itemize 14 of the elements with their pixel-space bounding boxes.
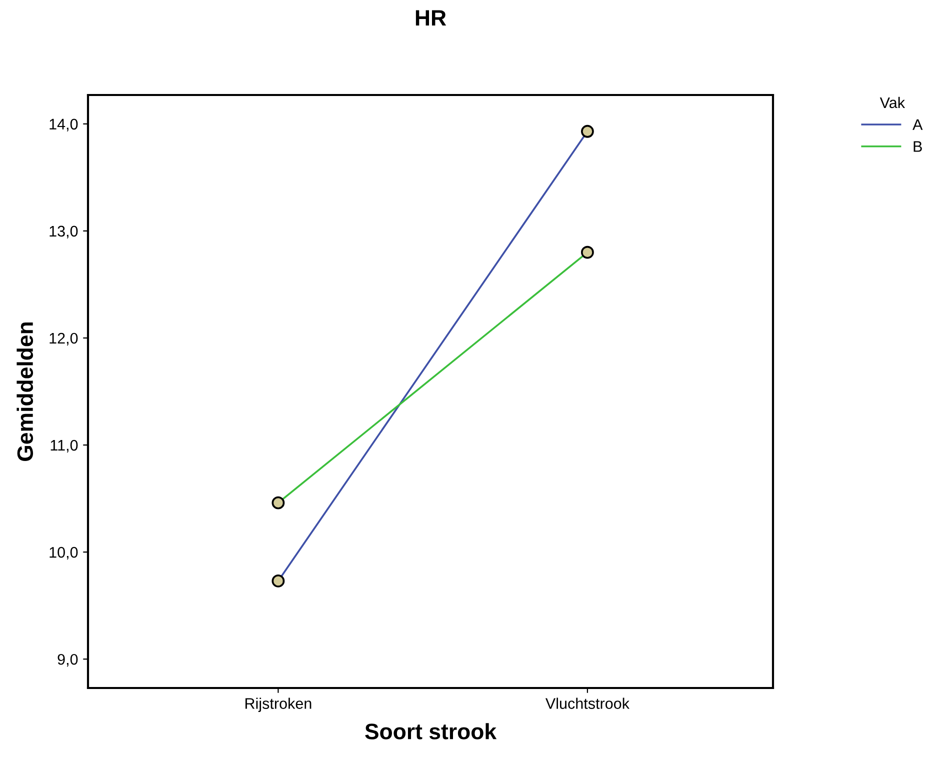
x-axis-title: Soort strook [365, 723, 497, 740]
y-tick-label: 10,0 [50, 546, 78, 560]
legend-label: B [914, 141, 922, 152]
y-tick-label: 11,0 [50, 440, 78, 453]
y-tick-label: 9,0 [58, 654, 78, 667]
chart-title: HR [416, 10, 446, 26]
x-tick-label: Rijstroken [245, 698, 312, 712]
legend-label: A [912, 119, 923, 130]
y-tick-label: 13,0 [50, 226, 78, 238]
y-tick-label: 14,0 [50, 118, 78, 132]
x-tick-label: Vluchtstrook [545, 698, 630, 709]
legend-title: Vak [880, 96, 906, 108]
y-tick-label: 12,0 [50, 332, 78, 346]
y-axis-title: Gemiddelden [16, 322, 34, 461]
